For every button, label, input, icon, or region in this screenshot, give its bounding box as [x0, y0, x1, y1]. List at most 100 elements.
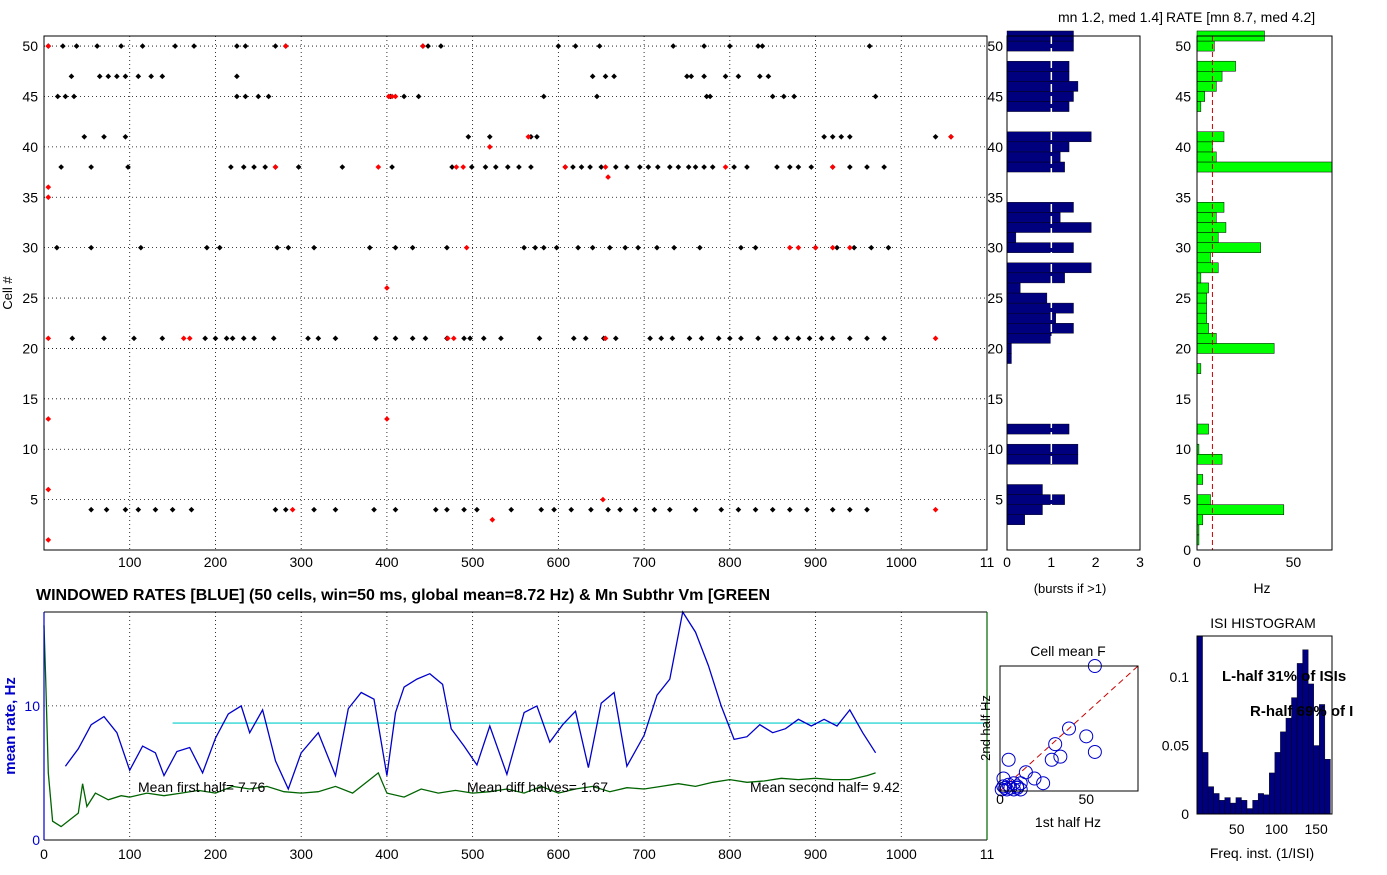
raster-spike-point [555, 43, 562, 49]
raster-spike-point [122, 73, 129, 80]
raster-burst-point [602, 164, 609, 170]
raster-spike-point [461, 335, 467, 342]
isi-bar [1324, 759, 1331, 815]
rate-histogram: 0 50 0 5 10 15 20 25 30 35 40 45 50 Hz RATE [mn 8.7, m… [1166, 9, 1333, 596]
windowed-xtick-label: 300 [290, 846, 314, 862]
raster-spike-point [698, 335, 705, 342]
raster-burst-point [463, 244, 470, 251]
raster-spike-point [101, 133, 107, 140]
raster-spike-point [834, 244, 840, 251]
windowed-annotation: Mean first half= 7.76 [138, 779, 265, 795]
windowed-xtick-label: 11 [980, 846, 995, 862]
bursts-bar [1006, 494, 1065, 505]
raster-spike-point [540, 93, 547, 100]
bursts-ytick-label: 45 [987, 88, 1003, 104]
isi-bar [1252, 800, 1259, 815]
raster-spike-point [769, 506, 776, 513]
raster-burst-point [948, 133, 954, 140]
isi-xtick-label: 150 [1304, 821, 1328, 837]
rate-bar [1196, 312, 1207, 324]
raster-spike-point [570, 335, 577, 342]
raster-spike-point [449, 164, 455, 170]
rate-ytick-label: 40 [1175, 139, 1191, 155]
raster-spike-point [88, 164, 94, 170]
raster-spike-point [486, 133, 493, 140]
raster-ytick-label: 30 [22, 240, 38, 256]
raster-spike-point [401, 93, 407, 100]
rate-bar [1196, 454, 1223, 465]
cellmean-point [1044, 752, 1059, 767]
rate-ytick-label: 45 [1175, 88, 1191, 104]
rate-bar [1196, 81, 1217, 92]
bursts-bar [1006, 504, 1043, 515]
raster-spike-point [311, 244, 317, 251]
cellmean-point [1001, 752, 1016, 767]
cell-mean-f-scatter: 0 50 Cell mean F 1st half Hz 2nd half Hz [978, 643, 1139, 830]
raster-spike-point [838, 133, 845, 140]
raster-spike-point [516, 164, 522, 170]
raster-spike-point [88, 244, 94, 251]
raster-spike-point [282, 506, 289, 513]
raster-burst-point [605, 174, 611, 180]
bursts-bar [1006, 443, 1079, 455]
raster-spike-point [602, 73, 609, 80]
bursts-bar [1006, 353, 1012, 364]
raster-burst-point [45, 416, 52, 422]
bursts-xlabel: (bursts if >1) [1034, 581, 1107, 596]
raster-spike-point [847, 506, 853, 513]
raster-spike-point [467, 335, 473, 342]
bursts-xtick-label: 0 [1003, 554, 1011, 570]
raster-spike-point [409, 244, 416, 251]
raster-xtick-label: 500 [461, 554, 485, 570]
raster-spike-point [666, 164, 673, 170]
raster-xtick-label: 300 [290, 554, 314, 570]
rate-bar [1196, 322, 1209, 334]
bursts-bar [1006, 262, 1092, 274]
windowed-ylabel: mean rate, Hz [2, 677, 19, 775]
isi-bar [1280, 731, 1287, 815]
raster-spike-point [135, 506, 142, 513]
windowed-xtick-label: 100 [118, 846, 142, 862]
raster-spike-point [722, 73, 729, 80]
raster-spike-point [234, 73, 240, 80]
raster-spike-point [81, 133, 88, 140]
windowed-annotation: Mean second half= 9.42 [750, 779, 900, 795]
raster-burst-point [272, 164, 279, 170]
raster-spike-point [69, 335, 76, 342]
raster-burst-point [186, 335, 193, 342]
raster-spike-point [598, 164, 605, 170]
windowed-xtick-label: 400 [375, 846, 399, 862]
raster-spike-point [709, 164, 716, 170]
raster-spike-point [829, 506, 836, 513]
raster-spike-point [228, 164, 234, 170]
raster-spike-point [744, 164, 750, 170]
windowed-ytick-label: 10 [24, 698, 40, 714]
raster-spike-point [422, 335, 429, 342]
raster-spike-point [159, 335, 166, 342]
rate-bar [1196, 212, 1217, 223]
raster-spike-point [188, 506, 195, 513]
raster-ytick-label: 25 [22, 290, 38, 306]
rate-bar [1196, 232, 1219, 243]
raster-spike-point [101, 335, 107, 342]
raster-spike-point [847, 335, 853, 342]
raster-spike-point [305, 335, 311, 342]
raster-spike-point [868, 244, 875, 251]
raster-xtick-label: 800 [718, 554, 742, 570]
bursts-ytick-label: 5 [995, 492, 1003, 508]
isi-bar [1296, 663, 1303, 815]
raster-spike-point [864, 335, 870, 342]
cellmean-point [1079, 729, 1094, 744]
raster-spike-point [54, 244, 60, 251]
rate-bar [1196, 272, 1202, 284]
raster-spike-point [651, 506, 658, 513]
raster-spike-point [795, 335, 802, 342]
raster-burst-point [489, 516, 496, 523]
bursts-bar [1006, 333, 1052, 344]
raster-burst-point [45, 335, 52, 342]
raster-spike-point [864, 506, 870, 513]
windowed-xtick-label: 900 [804, 846, 828, 862]
windowed-xtick-label: 600 [547, 846, 571, 862]
isi-xtick-label: 50 [1229, 821, 1245, 837]
